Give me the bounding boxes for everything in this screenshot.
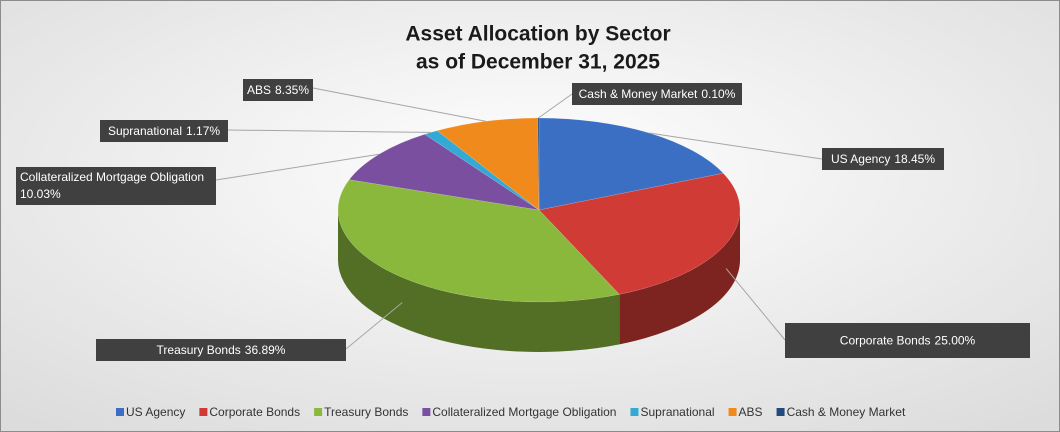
category-name: Treasury Bonds (157, 343, 241, 357)
legend-swatch (199, 408, 208, 416)
value-label: 18.45% (894, 152, 935, 166)
data-label: Corporate Bonds 25.00% (840, 334, 976, 348)
category-name: Cash & Money Market (579, 87, 698, 101)
legend-swatch (728, 408, 737, 416)
data-label: 10.03% (20, 187, 61, 201)
label-box (785, 323, 1030, 358)
category-name: Collateralized Mortgage Obligation (20, 170, 204, 184)
category-name: US Agency (831, 152, 890, 166)
leader-line (538, 93, 573, 119)
legend-label: Cash & Money Market (787, 405, 906, 419)
data-label: US Agency 18.45% (831, 152, 935, 166)
chart-subtitle: as of December 31, 2025 (416, 51, 660, 74)
value-label: 36.89% (245, 343, 286, 357)
label-box (16, 167, 216, 205)
leader-line (312, 87, 486, 122)
data-label: Cash & Money Market 0.10% (579, 87, 736, 101)
slice (436, 117, 540, 211)
legend-label: Corporate Bonds (209, 405, 300, 419)
leader-line (649, 132, 823, 160)
chart-title: Asset Allocation by Sector (405, 23, 670, 46)
leader-line (725, 268, 786, 341)
slice (538, 117, 724, 211)
label-box (243, 79, 313, 101)
category-name: ABS (247, 83, 271, 97)
legend-label: Supranational (640, 405, 714, 419)
label-box (96, 339, 346, 361)
legend-swatch (116, 408, 124, 416)
legend-swatch (630, 408, 639, 416)
slice-side (338, 210, 620, 353)
data-label: Supranational 1.17% (108, 124, 220, 138)
leader-line (215, 153, 380, 181)
data-label: Treasury Bonds 36.89% (157, 343, 286, 357)
value-label: 1.17% (186, 124, 220, 138)
legend-label: Treasury Bonds (324, 405, 408, 419)
data-label: Collateralized Mortgage Obligation (20, 170, 204, 184)
label-box (100, 120, 228, 142)
legend-swatch (776, 408, 785, 416)
label-box (572, 83, 742, 105)
value-label: 8.35% (275, 83, 309, 97)
leader-line (345, 302, 403, 350)
label-box (822, 148, 944, 170)
slice (348, 134, 540, 211)
leader-line (227, 129, 431, 133)
slice-side (619, 210, 740, 345)
value-label: 0.10% (701, 87, 735, 101)
category-name: Supranational (108, 124, 182, 138)
legend-swatch (314, 408, 323, 416)
legend-label: ABS (739, 405, 763, 419)
legend-label: Collateralized Mortgage Obligation (432, 405, 616, 419)
slice (337, 179, 620, 303)
legend-label: US Agency (126, 405, 185, 419)
slice (538, 172, 741, 295)
category-name: Corporate Bonds (840, 334, 931, 348)
data-label: ABS 8.35% (247, 83, 309, 97)
value-label: 10.03% (20, 187, 61, 201)
legend-swatch (422, 408, 431, 416)
value-label: 25.00% (935, 334, 976, 348)
